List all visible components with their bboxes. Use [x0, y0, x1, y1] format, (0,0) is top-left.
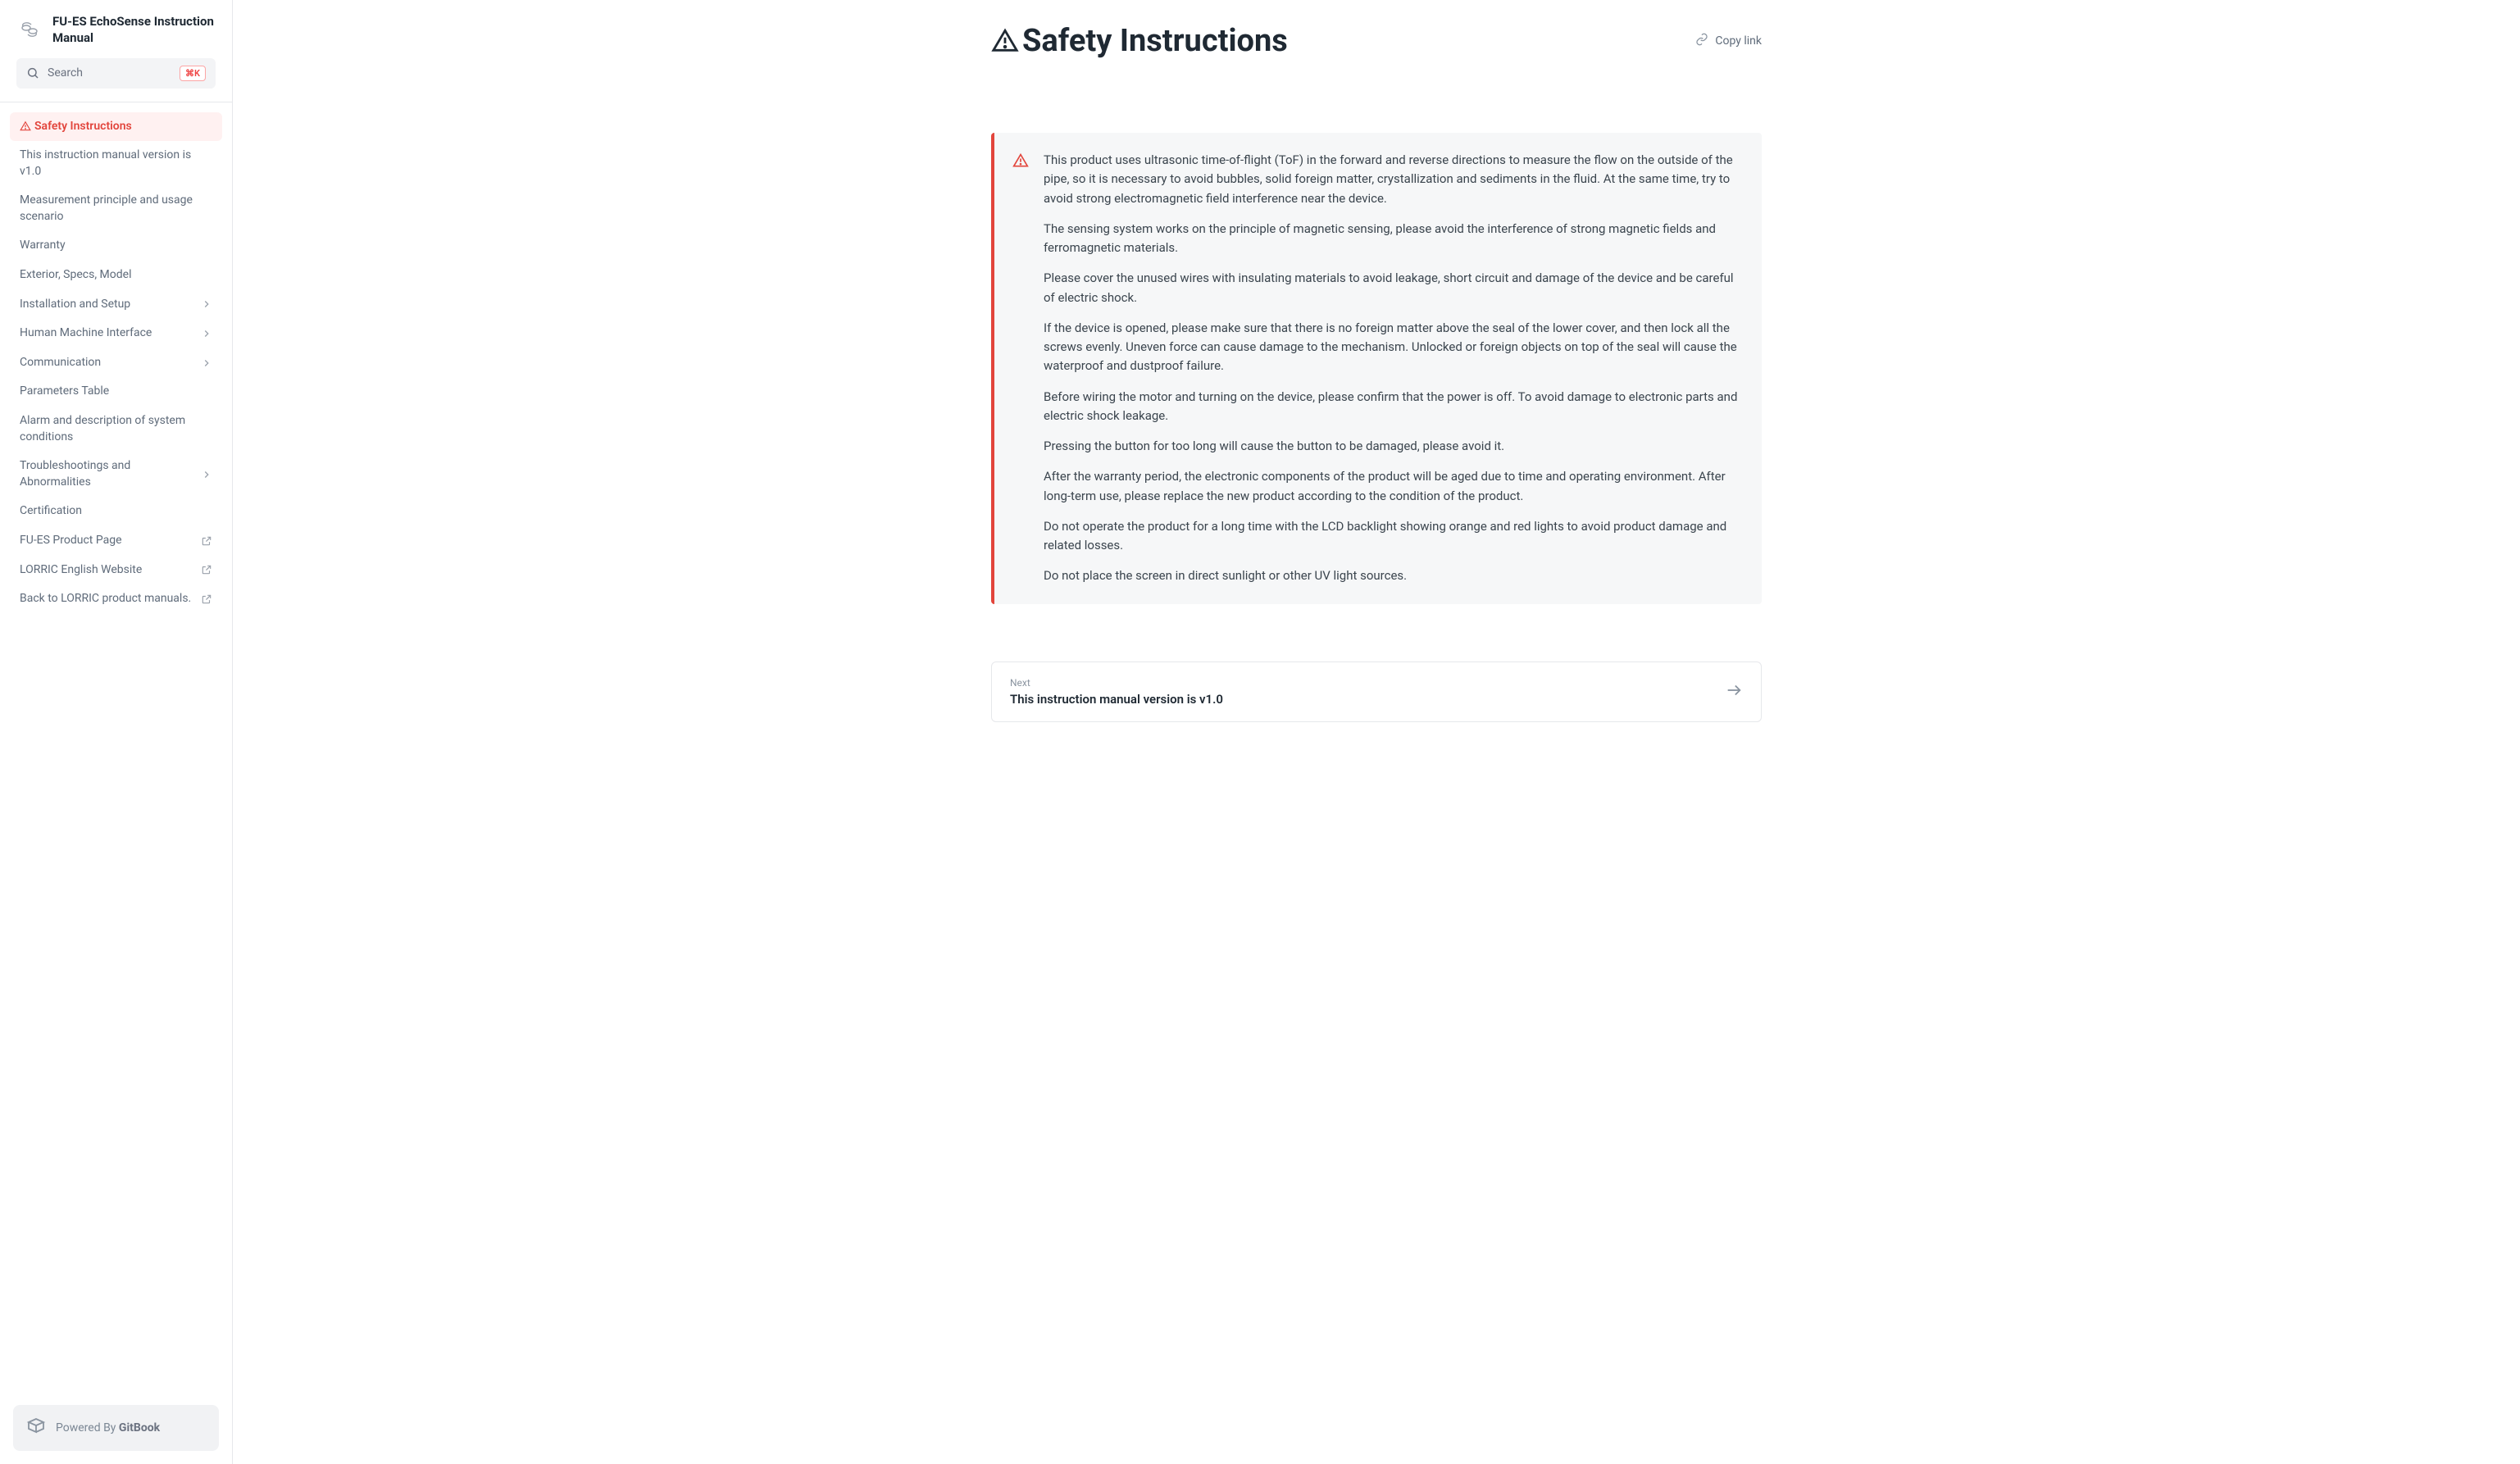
link-icon [1695, 33, 1708, 49]
search-placeholder: Search [48, 66, 171, 80]
sidebar-item[interactable]: Troubleshootings and Abnormalities [10, 452, 222, 497]
product-logo [16, 16, 43, 43]
sidebar-item[interactable]: LORRIC English Website [10, 556, 222, 585]
safety-callout: This product uses ultrasonic time-of-fli… [991, 133, 1762, 604]
sidebar-item-label: This instruction manual version is v1.0 [20, 148, 212, 180]
callout-paragraph: Do not place the screen in direct sunlig… [1044, 566, 1740, 585]
sidebar-item-label: Warranty [20, 238, 212, 254]
powered-by-text: Powered By GitBook [56, 1421, 160, 1434]
sidebar-header: FU-ES EchoSense Instruction Manual [0, 0, 232, 58]
sidebar-item[interactable]: Certification [10, 497, 222, 526]
copy-link-label: Copy link [1715, 34, 1762, 48]
callout-paragraph: After the warranty period, the electroni… [1044, 467, 1740, 506]
sidebar-item[interactable]: Measurement principle and usage scenario [10, 186, 222, 231]
external-link-icon [201, 535, 212, 547]
next-page-card[interactable]: Next This instruction manual version is … [991, 662, 1762, 722]
sidebar-item-label: Communication [20, 355, 201, 371]
callout-paragraph: This product uses ultrasonic time-of-fli… [1044, 151, 1740, 208]
warning-icon [20, 120, 31, 132]
powered-brand: GitBook [119, 1421, 160, 1434]
sidebar-item-label: Installation and Setup [20, 297, 201, 313]
arrow-right-icon [1725, 681, 1743, 702]
sidebar-title: FU-ES EchoSense Instruction Manual [52, 13, 216, 47]
callout-paragraph: Do not operate the product for a long ti… [1044, 517, 1740, 556]
sidebar-item[interactable]: This instruction manual version is v1.0 [10, 141, 222, 186]
page-title-text: Safety Instructions [1022, 23, 1288, 59]
sidebar-nav: Safety Instructions This instruction manu… [0, 112, 232, 1393]
chevron-right-icon [201, 298, 212, 310]
sidebar-item-label: Parameters Table [20, 384, 212, 400]
copy-link-button[interactable]: Copy link [1695, 33, 1762, 49]
callout-paragraph: The sensing system works on the principl… [1044, 220, 1740, 258]
external-link-icon [201, 593, 212, 605]
sidebar-item[interactable]: Warranty [10, 231, 222, 261]
search-icon [26, 66, 39, 80]
search-shortcut: ⌘K [180, 66, 206, 81]
main-content: Safety Instructions Copy link This produ… [233, 0, 2520, 1464]
sidebar-item-label: Certification [20, 503, 212, 520]
sidebar-footer: Powered By GitBook [0, 1392, 232, 1464]
sidebar-item[interactable]: Human Machine Interface [10, 319, 222, 348]
chevron-right-icon [201, 328, 212, 339]
next-meta: Next [1010, 677, 1223, 689]
page-title: Safety Instructions [991, 23, 1288, 59]
gitbook-icon [26, 1416, 46, 1439]
callout-paragraph: Please cover the unused wires with insul… [1044, 269, 1740, 307]
sidebar-item[interactable]: Alarm and description of system conditio… [10, 407, 222, 452]
sidebar-item[interactable]: Installation and Setup [10, 290, 222, 320]
powered-by-badge[interactable]: Powered By GitBook [13, 1405, 219, 1451]
sidebar-item[interactable]: Parameters Table [10, 377, 222, 407]
chevron-right-icon [201, 357, 212, 369]
callout-paragraph: Pressing the button for too long will ca… [1044, 437, 1740, 456]
sidebar-item-label: Alarm and description of system conditio… [20, 413, 212, 445]
chevron-right-icon [201, 469, 212, 480]
sidebar-item-label: FU-ES Product Page [20, 533, 201, 549]
sidebar-item-label: Safety Instructions [34, 119, 212, 135]
sidebar-item-label: Back to LORRIC product manuals. [20, 591, 201, 607]
sidebar-item-label: LORRIC English Website [20, 562, 201, 579]
sidebar: FU-ES EchoSense Instruction Manual Searc… [0, 0, 233, 1464]
warning-icon [1012, 152, 1029, 586]
page-header: Safety Instructions Copy link [991, 0, 1762, 59]
warning-icon [991, 27, 1019, 55]
next-title: This instruction manual version is v1.0 [1010, 692, 1223, 707]
sidebar-item-label: Human Machine Interface [20, 325, 201, 342]
callout-body: This product uses ultrasonic time-of-fli… [1044, 151, 1740, 586]
sidebar-item[interactable]: Safety Instructions [10, 112, 222, 142]
sidebar-item[interactable]: Back to LORRIC product manuals. [10, 584, 222, 614]
sidebar-item-label: Exterior, Specs, Model [20, 267, 212, 284]
sidebar-item[interactable]: Exterior, Specs, Model [10, 261, 222, 290]
sidebar-item[interactable]: FU-ES Product Page [10, 526, 222, 556]
callout-paragraph: If the device is opened, please make sur… [1044, 319, 1740, 376]
sidebar-item[interactable]: Communication [10, 348, 222, 378]
powered-prefix: Powered By [56, 1421, 119, 1434]
search-input[interactable]: Search ⌘K [16, 58, 216, 89]
callout-paragraph: Before wiring the motor and turning on t… [1044, 388, 1740, 426]
sidebar-item-label: Troubleshootings and Abnormalities [20, 458, 201, 490]
sidebar-item-label: Measurement principle and usage scenario [20, 193, 212, 225]
external-link-icon [201, 564, 212, 575]
